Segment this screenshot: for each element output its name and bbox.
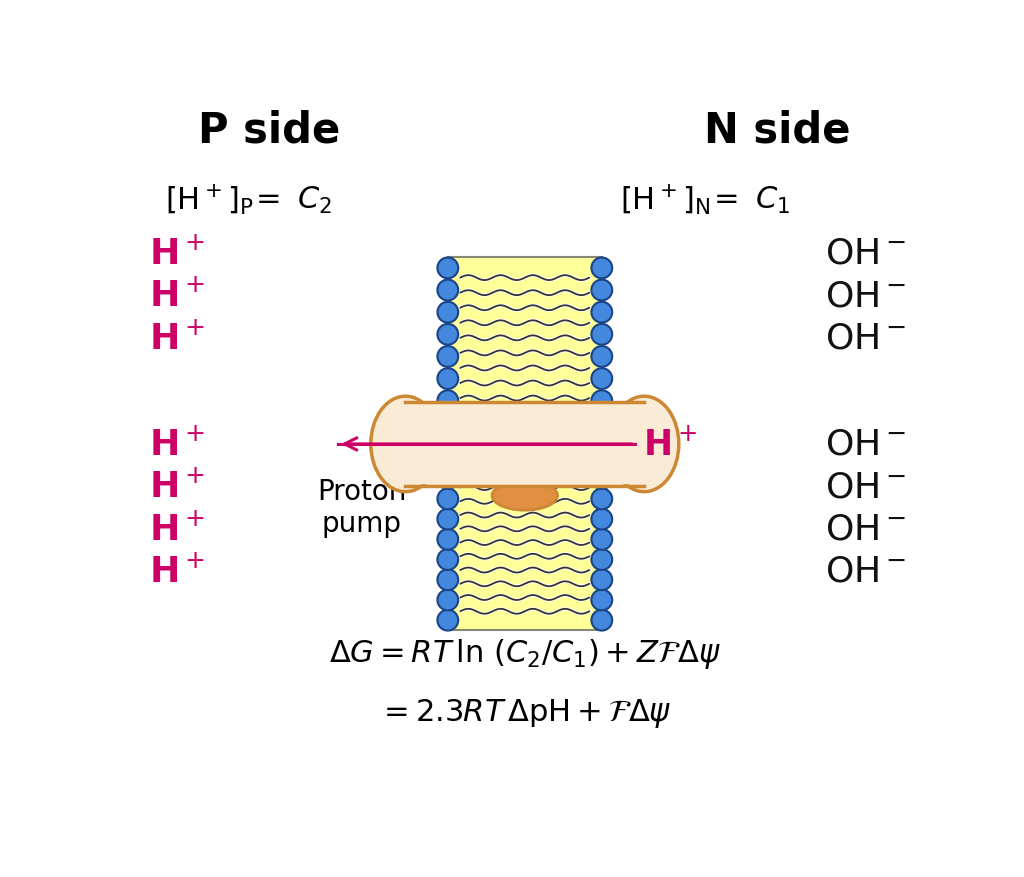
Text: OH$^-$: OH$^-$ (825, 321, 906, 355)
Bar (447, 469, 602, 631)
Circle shape (592, 303, 612, 324)
Circle shape (592, 258, 612, 279)
Text: $= 2.3RT\,\Delta\mathrm{pH} + \mathcal{F}\Delta\psi$: $= 2.3RT\,\Delta\mathrm{pH} + \mathcal{F… (378, 696, 672, 730)
Text: H$^+$: H$^+$ (148, 512, 205, 546)
Text: $[\mathrm{H}^+]_\mathrm{N}$: $[\mathrm{H}^+]_\mathrm{N}$ (620, 182, 710, 217)
Circle shape (437, 413, 458, 434)
Circle shape (437, 346, 458, 367)
Text: $= \ C_1$: $= \ C_1$ (708, 184, 791, 216)
Text: $\Delta G = RT\,\ln\,(C_2/C_1) + Z\mathcal{F}\Delta\psi$: $\Delta G = RT\,\ln\,(C_2/C_1) + Z\mathc… (329, 637, 721, 671)
Text: $[\mathrm{H}^+]_\mathrm{P}$: $[\mathrm{H}^+]_\mathrm{P}$ (165, 182, 254, 217)
Circle shape (437, 570, 458, 590)
Circle shape (437, 281, 458, 301)
Text: Proton
pump: Proton pump (316, 477, 407, 538)
Circle shape (437, 550, 458, 570)
Text: H$^+$: H$^+$ (148, 321, 205, 355)
Circle shape (592, 610, 612, 631)
Text: OH$^-$: OH$^-$ (825, 237, 906, 271)
Circle shape (592, 570, 612, 590)
Text: OH$^-$: OH$^-$ (825, 279, 906, 313)
Circle shape (592, 346, 612, 367)
Text: OH$^-$: OH$^-$ (825, 470, 906, 503)
Circle shape (592, 468, 612, 489)
Circle shape (592, 550, 612, 570)
Text: H$^+$: H$^+$ (148, 279, 205, 313)
Circle shape (592, 413, 612, 434)
Text: H$^+$: H$^+$ (148, 554, 205, 588)
Circle shape (592, 368, 612, 389)
Text: H$^+$: H$^+$ (148, 427, 205, 461)
FancyBboxPatch shape (395, 403, 654, 487)
Circle shape (437, 510, 458, 530)
Circle shape (592, 530, 612, 550)
Circle shape (437, 258, 458, 279)
Circle shape (592, 324, 612, 346)
Text: H$^+$: H$^+$ (643, 427, 696, 461)
Text: H$^+$: H$^+$ (148, 237, 205, 271)
Circle shape (592, 489, 612, 510)
Text: H$^+$: H$^+$ (148, 469, 205, 504)
Text: P side: P side (198, 110, 340, 152)
Text: OH$^-$: OH$^-$ (825, 427, 906, 461)
FancyBboxPatch shape (406, 404, 644, 485)
Text: OH$^-$: OH$^-$ (825, 512, 906, 546)
Circle shape (437, 590, 458, 610)
Ellipse shape (609, 396, 679, 492)
Text: N side: N side (705, 110, 851, 152)
Text: OH$^-$: OH$^-$ (825, 554, 906, 588)
Text: $= \ C_2$: $= \ C_2$ (250, 184, 332, 216)
Circle shape (437, 324, 458, 346)
Circle shape (592, 590, 612, 610)
Bar (447, 258, 602, 434)
Circle shape (592, 391, 612, 411)
Circle shape (437, 530, 458, 550)
Ellipse shape (371, 396, 440, 492)
Circle shape (592, 510, 612, 530)
Circle shape (437, 303, 458, 324)
Circle shape (437, 368, 458, 389)
Circle shape (437, 610, 458, 631)
Circle shape (437, 391, 458, 411)
Circle shape (437, 489, 458, 510)
Circle shape (592, 281, 612, 301)
Ellipse shape (493, 481, 557, 510)
Circle shape (437, 468, 458, 489)
